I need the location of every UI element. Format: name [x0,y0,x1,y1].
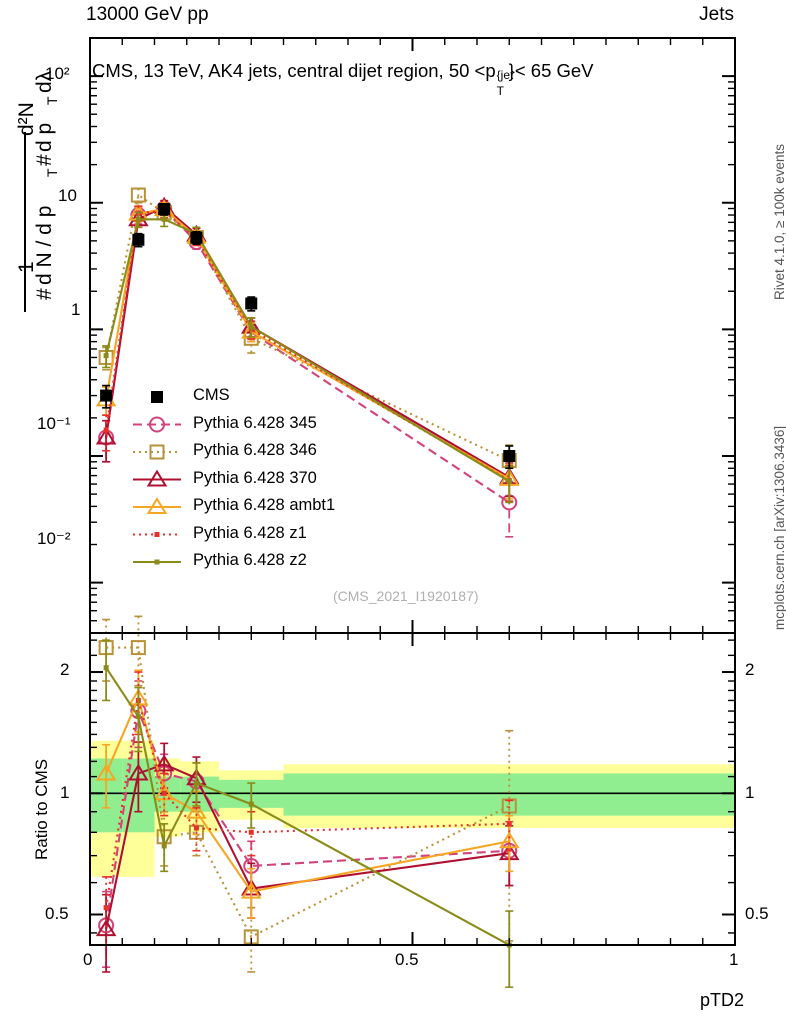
main-marker-6-4 [248,324,254,330]
ratio-marker-3-3 [186,801,207,819]
main-marker-0-0 [100,389,113,402]
legend-marker-4 [146,497,168,514]
legend-item-label-0: CMS [193,386,230,404]
xtick-label-0: 0 [83,950,93,969]
ratio-marker-1-1 [130,640,146,656]
main-line-1 [105,207,510,504]
main-line-2 [105,194,510,462]
ratio-ytick-label-05: 0.5 [45,904,69,923]
yaxis-label-fraction-bar [24,132,26,312]
ratio-marker-5-2 [161,843,167,849]
legend-marker-3 [146,469,168,487]
xaxis-label: pTD2 [700,990,745,1010]
main-marker-2-1 [130,187,146,203]
main-marker-0-2 [158,203,171,216]
ratio-line-1 [106,646,510,938]
main-marker-0-5 [503,449,516,462]
ratio-ytick-label-2: 2 [60,660,70,679]
header-right: Jets [699,4,734,25]
ratio-ytick-label-right-2: 2 [745,660,755,679]
ytick-label-0: 10² [45,64,70,83]
analysis-id-watermark: (CMS_2021_I1920187) [333,588,479,604]
ratio-line-4 [105,699,510,908]
ratio-ytick-label-right-1: 1 [745,783,755,802]
xtick-label-05: 0.5 [395,950,419,969]
ratio-line-0 [105,710,510,926]
main-panel-frame [89,37,736,634]
legend-marker-2 [149,444,165,460]
ratio-ytick-label-right-05: 0.5 [745,904,769,923]
plot-title-sub: T [496,84,504,98]
main-marker-5-0 [103,427,109,433]
main-marker-0-1 [132,233,145,246]
main-marker-0-3 [190,231,203,244]
ratio-marker-4-2 [161,790,167,796]
main-marker-3-0 [95,427,117,445]
ratio-marker-3-0 [95,763,117,781]
legend-marker-0 [151,391,163,403]
legend-item-label-4: Pythia 6.428 ambt1 [193,496,336,514]
xtick-label-1: 1 [729,950,739,969]
ytick-label-1: 10 [58,186,77,205]
ytick-label-2: 1 [71,300,81,319]
legend-marker-1 [149,416,165,433]
plot-title-sup: {jet [496,68,514,82]
main-line-5 [105,209,510,482]
legend-item-label-5: Pythia 6.428 z1 [193,523,307,542]
ratio-ytick-label-1: 1 [60,783,70,802]
ratio-marker-2-0 [95,919,117,937]
ratio-marker-5-4 [248,801,254,807]
main-line-3 [105,205,510,479]
ratio-marker-2-2 [153,754,175,772]
ratio-marker-4-0 [103,905,109,911]
ratio-marker-4-4 [248,829,254,835]
plot-title: CMS, 13 TeV, AK4 jets, central dijet reg… [92,60,594,98]
ratio-marker-4-3 [193,825,199,831]
legend-marker-6 [154,559,160,565]
ratio-marker-3-5 [498,831,520,849]
legend-item-label-6: Pythia 6.428 z2 [193,551,307,569]
legend-item-label-2: Pythia 6.428 346 [193,441,317,459]
ratio-line-3 [105,697,510,893]
legend-marker-5 [154,532,160,537]
main-marker-6-2 [161,216,167,222]
ratio-marker-5-3 [193,780,199,786]
ratio-marker-3-4 [240,881,262,899]
ratio-marker-4-5 [506,821,512,827]
plot-title-tail: }< 65 GeV [508,60,594,81]
ytick-label-4: 10⁻² [37,529,71,548]
ytick-label-3: 10⁻¹ [37,414,71,433]
header-left: 13000 GeV pp [86,4,209,25]
ratio-marker-2-1 [128,763,149,781]
ratio-marker-5-1 [135,714,141,720]
main-line-4 [105,208,510,480]
ratio-marker-5-0 [103,665,109,671]
plot-title-main: CMS, 13 TeV, AK4 jets, central dijet reg… [92,60,496,81]
legend-item-label-3: Pythia 6.428 370 [193,468,317,487]
main-marker-6-1 [135,216,141,222]
main-marker-6-0 [103,353,109,359]
ratio-line-5 [105,667,510,946]
legend-item-label-1: Pythia 6.428 345 [193,413,317,432]
main-marker-0-4 [245,297,258,310]
main-marker-6-5 [506,478,512,484]
